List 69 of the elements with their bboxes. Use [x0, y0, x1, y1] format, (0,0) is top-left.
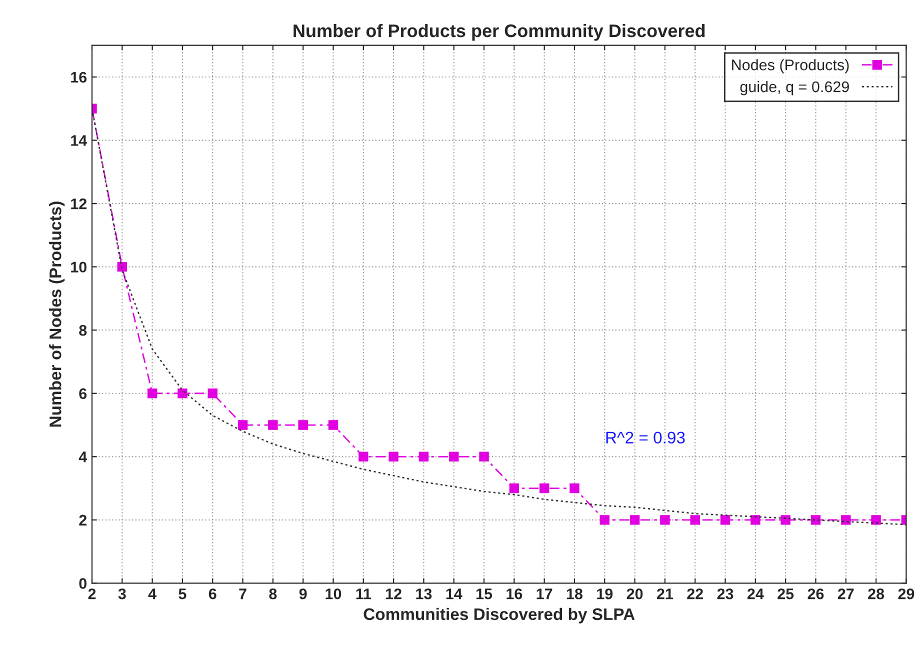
point	[690, 515, 700, 525]
y-tick-label: 6	[79, 388, 87, 400]
point	[871, 515, 881, 525]
point	[178, 388, 188, 398]
x-tick-label: 18	[566, 588, 583, 600]
x-axis-title: Communities Discovered by SLPA	[364, 608, 635, 624]
y-tick-label: 2	[79, 514, 87, 526]
chart-title: Number of Products per Community Discovered	[294, 24, 705, 41]
x-tick-label: 9	[299, 588, 307, 600]
point	[630, 515, 640, 525]
y-tick-label: 12	[71, 198, 87, 210]
point	[328, 420, 338, 430]
x-tick-label: 13	[416, 588, 432, 600]
x-tick-label: 15	[476, 588, 492, 600]
point	[268, 420, 278, 430]
point	[388, 452, 398, 462]
x-tick-label: 27	[838, 588, 854, 600]
y-tick-label: 16	[71, 72, 87, 83]
x-tick-label: 16	[506, 588, 522, 600]
x-tick-label: 24	[747, 588, 764, 600]
x-tick-label: 21	[656, 588, 674, 600]
point	[570, 483, 580, 494]
x-tick-label: 22	[687, 588, 703, 600]
x-tick-label: 26	[808, 588, 824, 600]
legend-label: Nodes (Products)	[732, 59, 849, 74]
point	[810, 515, 821, 525]
x-tick-label: 29	[898, 588, 914, 600]
x-tick-label: 8	[269, 588, 277, 600]
point	[358, 452, 368, 462]
x-tick-label: 2	[88, 588, 96, 600]
x-tick-label: 7	[239, 588, 246, 600]
y-tick-label: 0	[79, 578, 87, 589]
y-tick-label: 8	[79, 324, 87, 336]
x-tick-label: 11	[356, 588, 372, 600]
y-tick-label: 4	[78, 452, 88, 462]
legend-label: guide, q = 0.629	[740, 80, 849, 96]
x-tick-label: 6	[208, 588, 216, 600]
x-tick-label: 14	[446, 588, 462, 600]
x-tick-label: 5	[178, 588, 186, 600]
annotation: R^2 = 0.93	[606, 432, 685, 444]
y-axis-title: Number of Nodes (Products)	[49, 202, 65, 427]
point	[298, 420, 308, 430]
x-tick-label: 23	[717, 588, 734, 600]
point	[720, 515, 730, 525]
point	[600, 515, 610, 525]
point	[509, 483, 520, 494]
point	[238, 420, 248, 430]
y-tick-label: 10	[71, 262, 87, 273]
x-tick-label: 28	[868, 588, 884, 600]
point	[780, 515, 790, 525]
x-tick-label: 3	[118, 588, 126, 600]
x-tick-label: 12	[386, 588, 402, 600]
point	[841, 515, 851, 525]
point	[117, 262, 128, 272]
x-tick-label: 20	[626, 588, 643, 600]
point	[147, 388, 158, 398]
point	[418, 452, 429, 462]
y-tick-label: 14	[71, 135, 88, 146]
x-tick-label: 17	[536, 588, 552, 600]
point	[479, 452, 489, 462]
x-tick-label: 4	[148, 588, 156, 600]
point	[449, 452, 459, 462]
x-tick-label: 19	[597, 588, 613, 600]
point	[750, 515, 760, 525]
point	[208, 388, 218, 398]
x-tick-label: 10	[326, 588, 342, 600]
point	[539, 483, 550, 494]
x-tick-label: 25	[778, 588, 794, 600]
point	[660, 515, 670, 525]
